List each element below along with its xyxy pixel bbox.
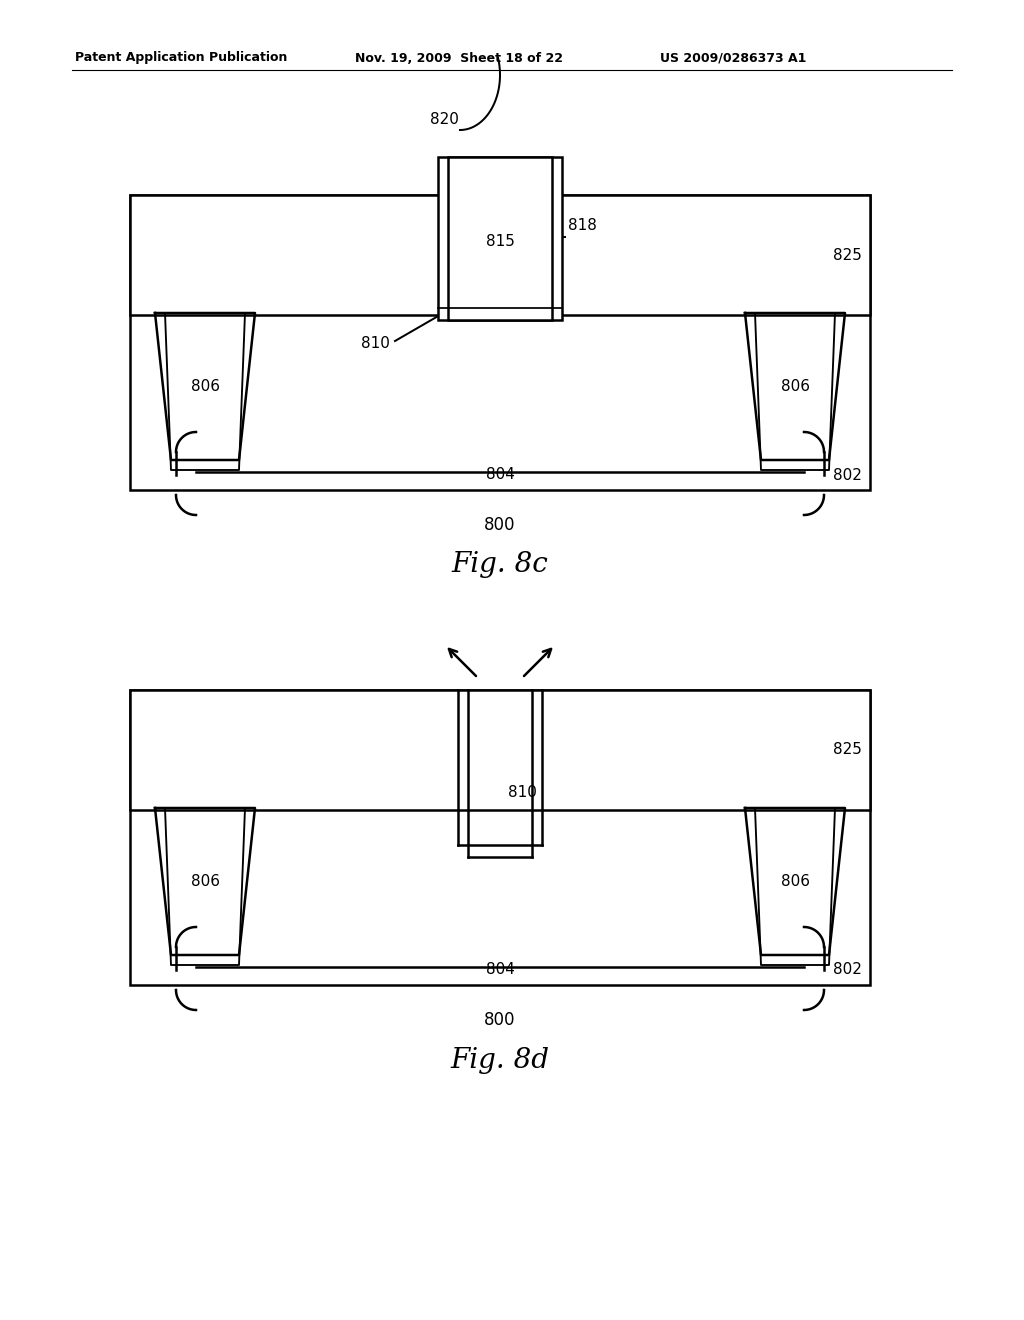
Text: US 2009/0286373 A1: US 2009/0286373 A1 bbox=[660, 51, 806, 65]
Text: 806: 806 bbox=[190, 874, 219, 888]
Text: Fig. 8d: Fig. 8d bbox=[451, 1047, 550, 1073]
Text: Patent Application Publication: Patent Application Publication bbox=[75, 51, 288, 65]
Text: 818: 818 bbox=[568, 218, 597, 232]
Text: 804: 804 bbox=[485, 467, 514, 482]
Bar bbox=[449, 157, 552, 319]
Text: 802: 802 bbox=[834, 467, 862, 483]
Text: 825: 825 bbox=[834, 248, 862, 263]
Text: 804: 804 bbox=[485, 962, 514, 977]
Text: 802: 802 bbox=[834, 962, 862, 978]
Text: 825: 825 bbox=[834, 742, 862, 758]
Bar bbox=[130, 690, 870, 985]
Text: 800: 800 bbox=[484, 516, 516, 535]
Text: 815: 815 bbox=[485, 234, 514, 248]
Text: 806: 806 bbox=[780, 874, 810, 888]
Text: 806: 806 bbox=[190, 379, 219, 393]
Text: Nov. 19, 2009  Sheet 18 of 22: Nov. 19, 2009 Sheet 18 of 22 bbox=[355, 51, 563, 65]
Text: 806: 806 bbox=[780, 379, 810, 393]
Bar bbox=[130, 195, 870, 315]
Text: Fig. 8c: Fig. 8c bbox=[452, 552, 549, 578]
Bar bbox=[130, 195, 870, 490]
Text: 810: 810 bbox=[508, 785, 537, 800]
Text: 810: 810 bbox=[361, 335, 390, 351]
Bar bbox=[438, 157, 562, 319]
Text: 800: 800 bbox=[484, 1011, 516, 1030]
Bar bbox=[130, 690, 870, 810]
Text: 820: 820 bbox=[430, 112, 459, 128]
